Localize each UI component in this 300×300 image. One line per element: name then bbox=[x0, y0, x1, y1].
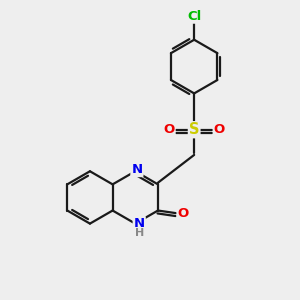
Text: O: O bbox=[164, 123, 175, 136]
Text: O: O bbox=[214, 123, 225, 136]
Text: N: N bbox=[131, 163, 142, 176]
Text: N: N bbox=[134, 217, 145, 230]
Text: Cl: Cl bbox=[187, 10, 201, 23]
Text: O: O bbox=[178, 207, 189, 220]
Text: H: H bbox=[135, 228, 144, 239]
Text: S: S bbox=[189, 122, 200, 137]
